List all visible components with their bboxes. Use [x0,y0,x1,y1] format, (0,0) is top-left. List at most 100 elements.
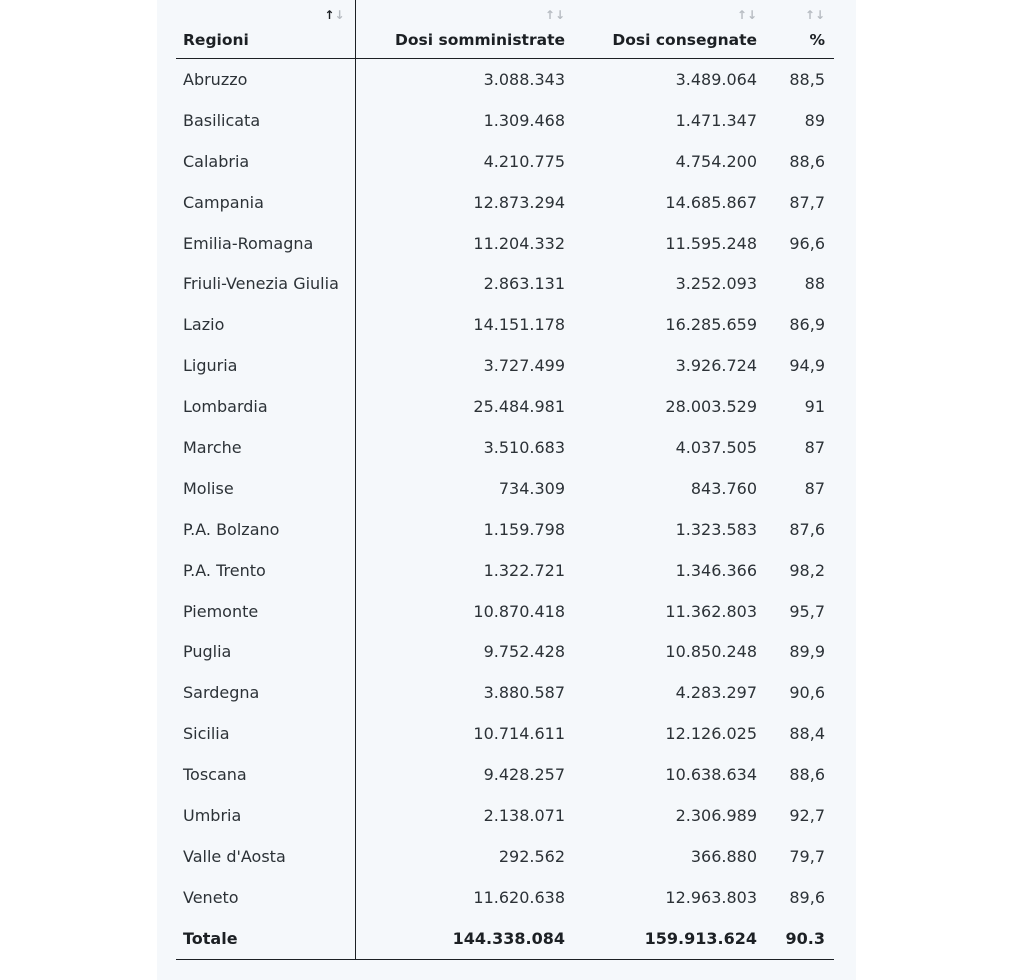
cell-percent: 87 [804,478,825,498]
cell-administered: 1.159.798 [483,519,565,539]
cell-delivered: 4.037.505 [675,437,757,457]
cell-delivered: 28.003.529 [665,397,757,417]
total-row: Totale 144.338.084 159.913.624 90.3 [176,917,834,960]
table-row: Piemonte 10.870.418 11.362.803 95,7 [176,590,834,632]
cell-region: Lombardia [176,386,356,428]
cell-administered: 1.322.721 [483,560,565,580]
cell-delivered: 1.471.347 [675,110,757,130]
cell-delivered: 1.323.583 [675,519,757,539]
table-row: Valle d'Aosta 292.562 366.880 79,7 [176,835,834,877]
column-header-region[interactable]: ↑↓ Regioni [176,0,356,59]
cell-delivered: 14.685.867 [665,192,757,212]
sort-arrows-icon[interactable]: ↑↓ [736,8,757,22]
cell-administered: 9.752.428 [483,642,565,662]
cell-percent: 94,9 [789,356,825,376]
table-row: P.A. Bolzano 1.159.798 1.323.583 87,6 [176,508,834,550]
table-row: Liguria 3.727.499 3.926.724 94,9 [176,345,834,387]
table-row: Puglia 9.752.428 10.850.248 89,9 [176,631,834,673]
cell-administered: 12.873.294 [473,192,565,212]
cell-percent: 79,7 [789,846,825,866]
cell-percent: 89,9 [789,642,825,662]
cell-delivered: 4.754.200 [675,151,757,171]
cell-percent: 88,5 [789,69,825,89]
cell-region: Marche [176,427,356,468]
table-row: Calabria 4.210.775 4.754.200 88,6 [176,140,834,182]
table-row: Umbria 2.138.071 2.306.989 92,7 [176,795,834,836]
column-header-administered[interactable]: ↑↓ Dosi somministrate [355,0,573,59]
table-row: Lombardia 25.484.981 28.003.529 91 [176,386,834,428]
table-body: Abruzzo 3.088.343 3.489.064 88,5 Basilicata 1… [176,58,834,960]
cell-percent: 88,4 [789,724,825,744]
cell-percent: 88,6 [789,151,825,171]
table-row: Emilia-Romagna 11.204.332 11.595.248 96,6 [176,222,834,264]
cell-region: Molise [176,467,356,509]
cell-administered: 2.138.071 [483,805,565,825]
cell-delivered: 11.362.803 [665,601,757,621]
sort-arrows-icon[interactable]: ↑↓ [324,8,345,22]
cell-percent: 87,6 [789,519,825,539]
cell-administered: 14.151.178 [473,315,565,335]
column-header-label: % [809,31,825,49]
column-header-label: Dosi somministrate [395,31,565,49]
table-row: Molise 734.309 843.760 87 [176,467,834,509]
cell-administered: 734.309 [498,478,565,498]
cell-delivered: 16.285.659 [665,315,757,335]
cell-delivered: 11.595.248 [665,233,757,253]
cell-percent: 92,7 [789,805,825,825]
cell-region: P.A. Bolzano [176,508,356,550]
column-header-delivered[interactable]: ↑↓ Dosi consegnate [573,0,765,59]
cell-delivered: 10.638.634 [665,765,757,785]
cell-percent: 95,7 [789,601,825,621]
cell-region: Umbria [176,795,356,836]
cell-delivered: 12.126.025 [665,724,757,744]
sort-arrows-icon[interactable]: ↑↓ [804,8,825,22]
cell-administered: 11.620.638 [473,887,565,907]
column-header-label: Regioni [183,31,249,49]
header-row: ↑↓ Regioni ↑↓ Dosi somministrate ↑↓ Dosi… [176,0,834,59]
cell-delivered: 159.913.624 [573,917,765,960]
cell-administered: 2.863.131 [483,274,565,294]
table-row: Marche 3.510.683 4.037.505 87 [176,427,834,468]
cell-region: Sardegna [176,672,356,714]
cell-region: Veneto [176,876,356,918]
cell-region: Sicilia [176,713,356,755]
cell-region: Campania [176,181,356,223]
column-header-percent[interactable]: ↑↓ % [765,0,834,59]
cell-delivered: 10.850.248 [665,642,757,662]
cell-delivered: 12.963.803 [665,887,757,907]
cell-percent: 89 [804,110,825,130]
cell-region: Calabria [176,140,356,182]
cell-region: Puglia [176,631,356,673]
table-row: Sardegna 3.880.587 4.283.297 90,6 [176,672,834,714]
cell-delivered: 3.489.064 [675,69,757,89]
cell-percent: 89,6 [789,887,825,907]
cell-administered: 3.510.683 [483,437,565,457]
table-header: ↑↓ Regioni ↑↓ Dosi somministrate ↑↓ Dosi… [176,0,834,59]
cell-administered: 25.484.981 [473,397,565,417]
cell-percent: 87 [804,437,825,457]
cell-region: Lazio [176,304,356,346]
cell-percent: 87,7 [789,192,825,212]
cell-administered: 3.880.587 [483,683,565,703]
cell-percent: 91 [804,397,825,417]
cell-percent: 88 [804,274,825,294]
column-header-label: Dosi consegnate [612,31,757,49]
cell-percent: 96,6 [789,233,825,253]
cell-percent: 86,9 [789,315,825,335]
table-row: Sicilia 10.714.611 12.126.025 88,4 [176,713,834,755]
cell-delivered: 366.880 [690,846,757,866]
cell-region: Liguria [176,345,356,387]
cell-percent: 90,6 [789,683,825,703]
sort-arrows-icon[interactable]: ↑↓ [544,8,565,22]
cell-delivered: 843.760 [690,478,757,498]
cell-region: P.A. Trento [176,549,356,591]
table-row: Campania 12.873.294 14.685.867 87,7 [176,181,834,223]
cell-administered: 3.727.499 [483,356,565,376]
vaccine-doses-table: ↑↓ Regioni ↑↓ Dosi somministrate ↑↓ Dosi… [176,0,834,960]
cell-delivered: 3.252.093 [675,274,757,294]
cell-region: Emilia-Romagna [176,222,356,264]
cell-administered: 292.562 [498,846,565,866]
cell-administered: 1.309.468 [483,110,565,130]
cell-administered: 9.428.257 [483,765,565,785]
cell-delivered: 3.926.724 [675,356,757,376]
